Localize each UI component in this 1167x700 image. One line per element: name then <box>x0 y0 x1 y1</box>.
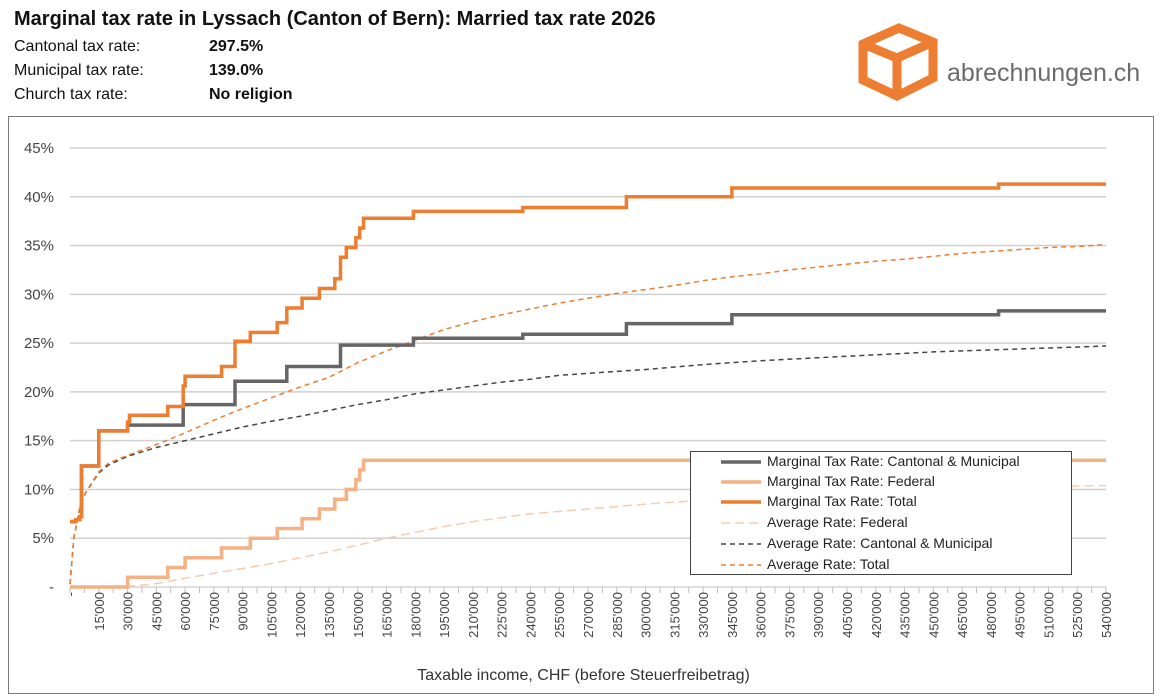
x-tick-label: 450'000 <box>926 592 941 638</box>
legend-swatch <box>721 564 761 566</box>
x-tick-label: 270'000 <box>581 592 596 638</box>
x-tick-label: 90'000 <box>236 592 251 631</box>
legend-item: Average Rate: Total <box>691 555 1071 575</box>
legend-swatch <box>721 460 761 464</box>
x-tick-label: 285'000 <box>610 592 625 638</box>
series-line-2 <box>70 458 1106 589</box>
logo-text: abrechnungen.ch <box>947 59 1141 87</box>
legend-label: Marginal Tax Rate: Federal <box>767 473 935 489</box>
x-tick-label: 165'000 <box>380 592 395 638</box>
x-tick-label: 330'000 <box>696 592 711 638</box>
y-tick-label: 20% <box>24 384 54 401</box>
x-tick-label: 435'000 <box>898 592 913 638</box>
y-tick-label: 45% <box>24 140 54 157</box>
series-line-3 <box>70 182 1106 524</box>
x-tick-label: 390'000 <box>811 592 826 638</box>
y-tick-label: 5% <box>32 530 54 547</box>
x-tick-label: 225'000 <box>495 592 510 638</box>
legend-label: Average Rate: Cantonal & Municipal <box>767 535 993 551</box>
municipal-tax-rate-value: 139.0% <box>209 62 264 79</box>
legend-item: Average Rate: Federal <box>691 513 1071 533</box>
legend-label: Average Rate: Federal <box>767 514 908 530</box>
legend-label: Marginal Tax Rate: Cantonal & Municipal <box>767 453 1020 469</box>
cantonal-tax-rate-label: Cantonal tax rate: <box>14 38 141 55</box>
x-tick-label: 315'000 <box>667 592 682 638</box>
x-tick-label: 135'000 <box>322 592 337 638</box>
legend: Marginal Tax Rate: Cantonal & Municipal … <box>690 451 1072 575</box>
grid <box>70 147 1106 539</box>
legend-item: Average Rate: Cantonal & Municipal <box>691 534 1071 554</box>
x-tick-label: 60'000 <box>178 592 193 631</box>
legend-swatch <box>721 543 761 545</box>
church-tax-rate-value: No religion <box>209 86 293 103</box>
x-tick-label: 375'000 <box>782 592 797 638</box>
chart-frame <box>8 116 1154 694</box>
x-tick-label: 255'000 <box>552 592 567 638</box>
y-tick-label: - <box>49 579 54 596</box>
y-tick-label: 10% <box>24 481 54 498</box>
chart-title: Marginal tax rate in Lyssach (Canton of … <box>14 8 656 30</box>
x-tick-label: 195'000 <box>437 592 452 638</box>
series-lines <box>69 182 1107 589</box>
x-tick-label: 405'000 <box>840 592 855 638</box>
x-tick-label: 465'000 <box>955 592 970 638</box>
x-tick-label: 510'000 <box>1041 592 1056 638</box>
legend-label: Marginal Tax Rate: Total <box>767 493 917 509</box>
logo[interactable]: abrechnungen.ch <box>855 22 1155 104</box>
legend-item: Marginal Tax Rate: Total <box>691 492 1071 512</box>
y-tick-label: 30% <box>24 286 54 303</box>
x-tick-label: 105'000 <box>264 592 279 638</box>
x-tick-label: 15'000 <box>92 592 107 631</box>
y-tick-label: 35% <box>24 238 54 255</box>
box-logo-icon <box>858 23 938 102</box>
x-tick-label: 360'000 <box>754 592 769 638</box>
x-tick-label: 75'000 <box>207 592 222 631</box>
y-tick-label: 40% <box>24 189 54 206</box>
x-tick-label: 300'000 <box>639 592 654 638</box>
axes: - 5% 10% 15% 20% 25% 30% 35% 40% 45% - 15'000 30'000… <box>24 140 1114 638</box>
x-tick-label: 240'000 <box>523 592 538 638</box>
legend-swatch <box>721 480 761 484</box>
church-tax-rate-label: Church tax rate: <box>14 86 128 103</box>
x-axis-title: Taxable income, CHF (before Steuerfreibe… <box>417 667 750 684</box>
legend-swatch <box>721 500 761 504</box>
x-tick-label: 540'000 <box>1099 592 1114 638</box>
cantonal-tax-rate-value: 297.5% <box>209 38 264 55</box>
series-line-5 <box>69 345 1107 585</box>
x-tick-label: 210'000 <box>466 592 481 638</box>
municipal-tax-rate-label: Municipal tax rate: <box>14 62 144 79</box>
y-tick-label: 15% <box>24 433 54 450</box>
x-tick-label: 480'000 <box>984 592 999 638</box>
x-tick-label: 495'000 <box>1013 592 1028 638</box>
series-line-6 <box>69 243 1107 585</box>
y-tick-label: 25% <box>24 335 54 352</box>
x-tick-label: 150'000 <box>351 592 366 638</box>
x-tick-label: 120'000 <box>293 592 308 638</box>
legend-item: Marginal Tax Rate: Federal <box>691 472 1071 492</box>
legend-label: Average Rate: Total <box>767 556 890 572</box>
x-tick-label: 525'000 <box>1070 592 1085 638</box>
x-tick-label: 45'000 <box>149 592 164 631</box>
x-tick-label: 30'000 <box>121 592 136 631</box>
legend-swatch <box>721 522 761 524</box>
x-tick-label: 345'000 <box>725 592 740 638</box>
x-tick-label: 180'000 <box>408 592 423 638</box>
x-tick-label: - <box>63 592 78 596</box>
x-tick-label: 420'000 <box>869 592 884 638</box>
legend-item: Marginal Tax Rate: Cantonal & Municipal <box>691 452 1071 472</box>
